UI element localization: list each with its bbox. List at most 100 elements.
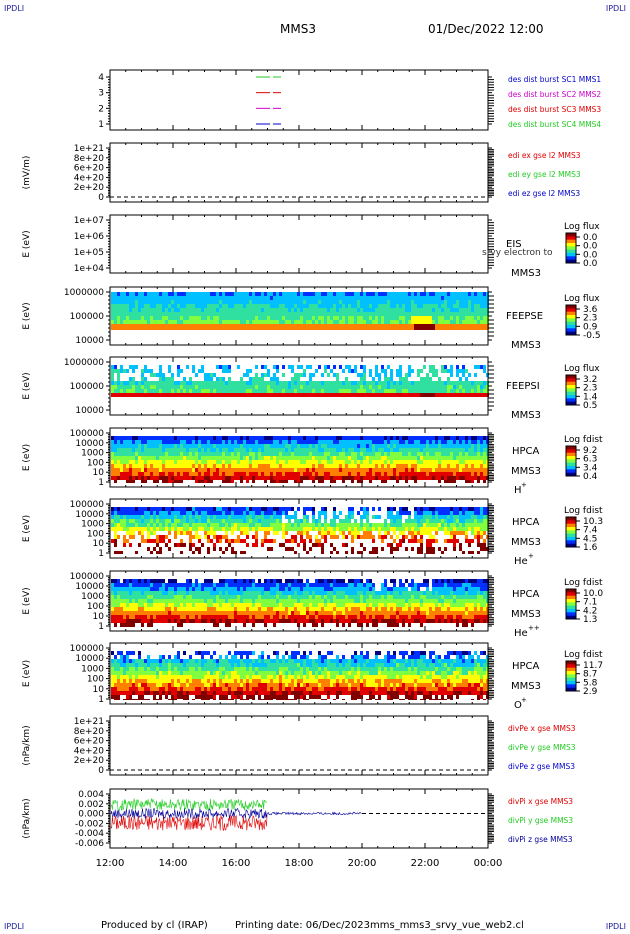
y-tick-label: 0.004 <box>78 790 104 800</box>
colorbar-swatch <box>566 520 576 525</box>
colorbar-swatch <box>566 677 576 682</box>
instrument-label: HPCA <box>512 517 540 528</box>
y-tick-label: 3 <box>98 89 104 99</box>
y-tick-label: 2e+20 <box>74 756 105 766</box>
spacecraft-label: MMS3 <box>511 466 541 477</box>
footer-printing-date: Printing date: 06/Dec/2023 <box>235 920 371 931</box>
y-tick-label: 1 <box>98 549 104 559</box>
datetime-title: 01/Dec/2022 12:00 <box>428 22 544 36</box>
colorbar-tick-label: 2.3 <box>583 384 597 394</box>
series-label: divPi y gse MMS3 <box>508 816 573 825</box>
y-axis-label: (mV/m) <box>22 156 32 190</box>
colorbar-swatch <box>566 236 576 241</box>
y-tick-label: 1000 <box>81 449 104 459</box>
species-charge-label: ++ <box>528 624 540 632</box>
colorbar-swatch <box>566 592 576 597</box>
y-tick-label: 0.000 <box>78 810 104 820</box>
corner-label-top-left: IPDLI <box>4 4 25 13</box>
y-axis-label: (nPa/km) <box>22 798 32 838</box>
colorbar <box>565 232 580 264</box>
y-tick-label: 100000 <box>70 572 105 582</box>
instrument-label: HPCA <box>512 446 540 457</box>
colorbar-tick-label: 5.8 <box>583 678 598 688</box>
panel-frame <box>109 142 489 203</box>
colorbar-swatch <box>566 381 576 386</box>
colorbar-tick-label: 0.9 <box>583 322 598 332</box>
y-tick-label: 1000000 <box>64 358 104 368</box>
colorbar-swatch <box>566 466 576 470</box>
y-tick-label: 100000 <box>70 312 105 322</box>
colorbar-swatch <box>566 664 576 669</box>
y-tick-label: 1000 <box>81 520 104 530</box>
y-tick-label: 100000 <box>70 429 105 439</box>
spectrogram-image <box>111 436 489 483</box>
y-tick-label: 4 <box>98 73 104 83</box>
panel-frame <box>109 214 489 274</box>
spacecraft-label: MMS3 <box>511 537 541 548</box>
instrument-label: FEEPSI <box>506 381 540 392</box>
colorbar-swatch <box>566 684 576 689</box>
colorbar-swatch <box>566 605 576 610</box>
colorbar-tick-label: 10.3 <box>583 517 603 527</box>
y-axis-label: E (eV) <box>22 515 32 542</box>
y-tick-label: 1e+21 <box>74 144 104 154</box>
colorbar-tick-label: 4.2 <box>583 606 597 616</box>
colorbar-title: Log fdist <box>564 435 603 445</box>
y-tick-label: 10000 <box>75 336 104 346</box>
y-tick-label: 100 <box>87 675 104 685</box>
colorbar-swatch <box>566 395 576 399</box>
species-charge-label: + <box>521 481 527 489</box>
colorbar-title: Log flux <box>564 364 600 374</box>
colorbar-swatch <box>566 243 576 247</box>
colorbar-swatch <box>566 543 576 548</box>
y-tick-label: 4e+20 <box>74 173 105 183</box>
colorbar-title: Log flux <box>564 222 600 232</box>
y-tick-label: 100000 <box>70 644 105 654</box>
y-tick-label: 10000 <box>75 510 104 520</box>
spacecraft-label: MMS3 <box>511 681 541 692</box>
colorbar-frame <box>565 660 577 692</box>
y-tick-label: 100000 <box>70 382 105 392</box>
y-tick-label: 1 <box>98 695 104 705</box>
y-tick-label: -0.002 <box>75 819 104 829</box>
colorbar-swatch <box>566 687 576 692</box>
colorbar-tick-label: 2.3 <box>583 314 597 324</box>
species-charge-label: + <box>521 696 527 704</box>
y-tick-label: 1e+06 <box>74 232 105 242</box>
y-tick-label: 1000 <box>81 592 104 602</box>
colorbar-swatch <box>566 449 576 454</box>
series-label: divPi z gse MMS3 <box>508 835 573 844</box>
colorbar-swatch <box>566 612 576 617</box>
corner-label-top-right: IPDLI <box>605 4 626 13</box>
colorbar <box>565 516 580 548</box>
spectrogram-image <box>111 579 489 627</box>
series-label: divPe y gse MMS3 <box>508 743 576 752</box>
y-tick-label: 0 <box>98 766 104 776</box>
colorbar-swatch <box>566 674 576 679</box>
colorbar-swatch <box>566 375 576 379</box>
y-tick-label: 10 <box>93 612 105 622</box>
colorbar-swatch <box>566 249 576 254</box>
colorbar-swatch <box>566 331 576 336</box>
colorbar-swatch <box>566 446 576 450</box>
y-tick-label: 0 <box>98 193 104 203</box>
colorbar-swatch <box>566 321 576 326</box>
y-axis-label: E (eV) <box>22 660 32 687</box>
series-line-y <box>110 798 268 811</box>
x-tick-label: 16:00 <box>222 858 251 869</box>
colorbar-tick-label: 1.6 <box>583 543 598 553</box>
colorbar-tick-label: 0.5 <box>583 401 597 411</box>
colorbar-swatch <box>566 315 576 319</box>
colorbar-tick-label: 3.4 <box>583 463 598 473</box>
colorbar-frame <box>565 304 577 336</box>
colorbar-swatch <box>566 253 576 257</box>
y-tick-label: 1e+04 <box>74 264 105 274</box>
colorbar-swatch <box>566 661 576 665</box>
colorbar-swatch <box>566 609 576 613</box>
colorbar-tick-label: 6.3 <box>583 455 597 465</box>
y-tick-label: 2e+20 <box>74 183 105 193</box>
colorbar-swatch <box>566 537 576 541</box>
colorbar-tick-label: 0.0 <box>583 233 598 243</box>
instrument-label: HPCA <box>512 589 540 600</box>
corner-label-bottom-left: IPDLI <box>4 922 25 931</box>
